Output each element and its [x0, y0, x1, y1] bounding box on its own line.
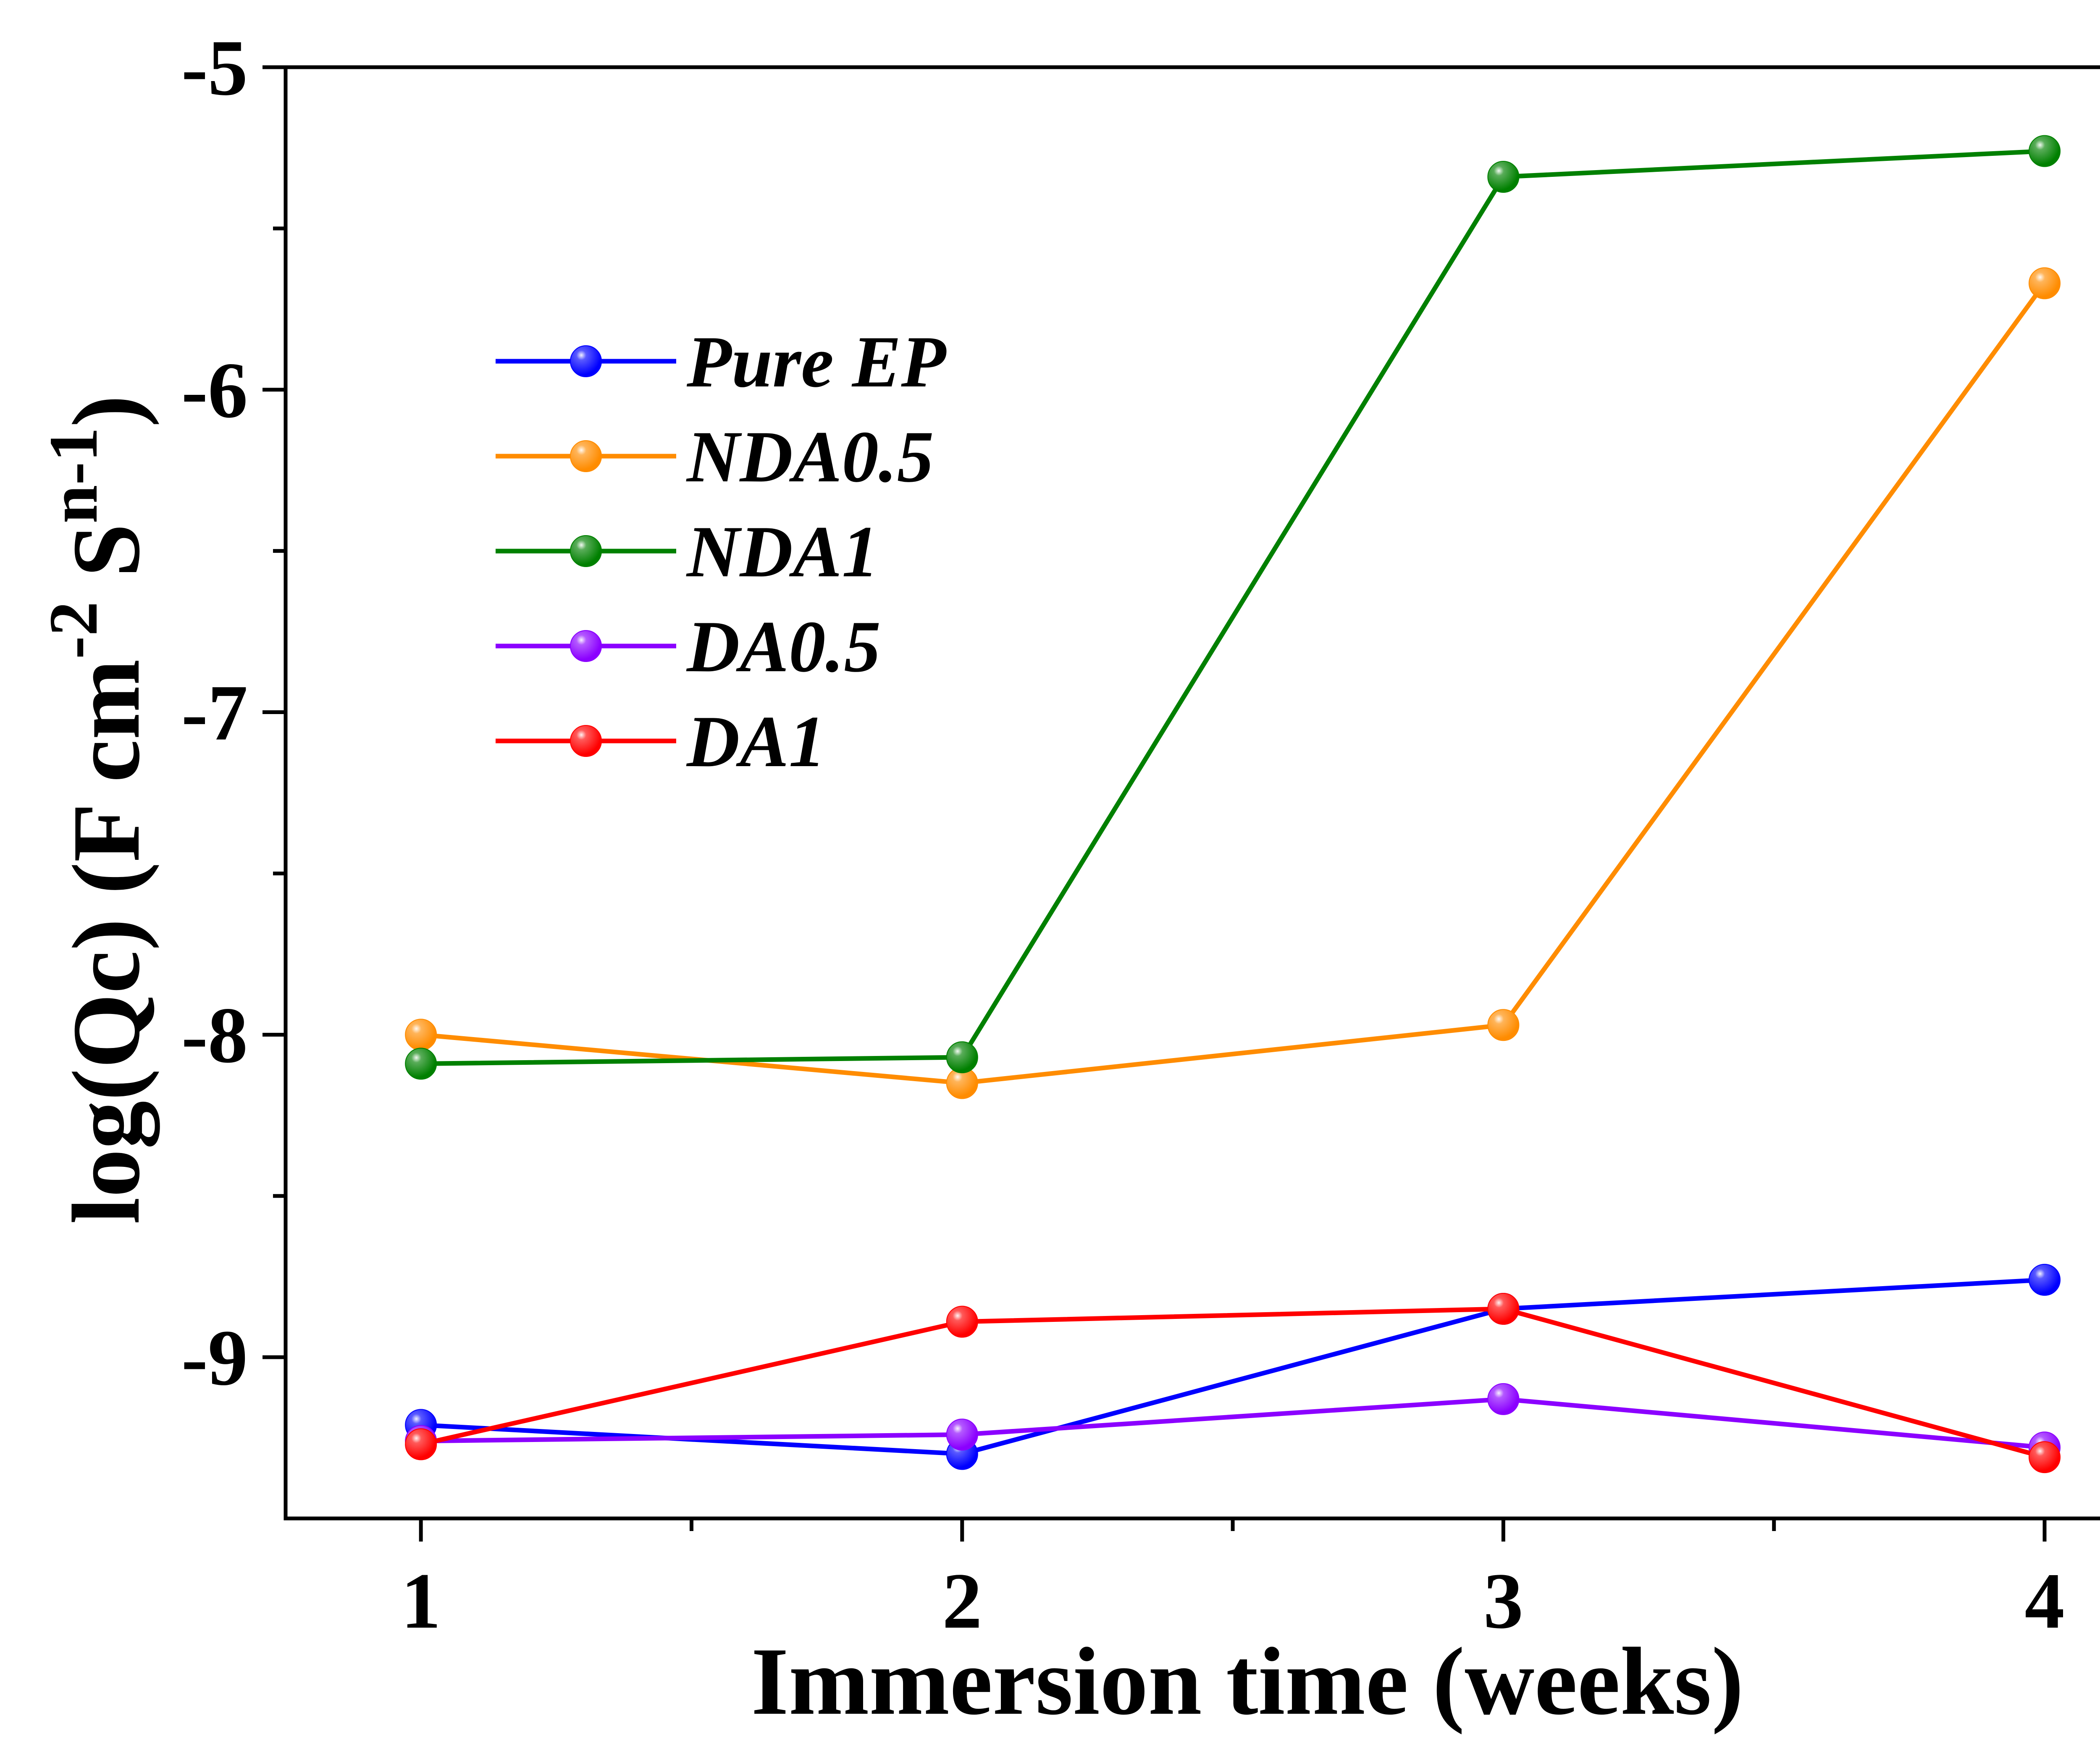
legend-entry: NDA0.5	[496, 416, 934, 497]
y-tick-label: -9	[181, 1314, 248, 1402]
data-point-s2-3	[2029, 135, 2061, 167]
data-point-s2-0-highlight	[406, 1048, 436, 1079]
legend-entry: DA0.5	[496, 606, 881, 687]
legend-swatch-marker	[570, 535, 602, 567]
series-line-2	[421, 149, 2045, 1066]
legend-label: DA0.5	[686, 606, 881, 687]
data-point-s3-2-highlight	[1488, 1384, 1519, 1414]
data-point-s4-1	[946, 1305, 978, 1338]
data-point-s2-1	[946, 1041, 978, 1074]
data-point-s4-2	[1487, 1292, 1520, 1325]
data-point-s1-2-highlight	[1488, 1010, 1519, 1040]
legend-label: NDA0.5	[686, 416, 934, 497]
legend-entry: NDA1	[496, 511, 879, 592]
legend-entry: Pure EP	[496, 321, 947, 402]
data-point-s2-1-highlight	[947, 1042, 977, 1073]
data-point-s4-2-highlight	[1488, 1293, 1519, 1324]
x-tick-label: 4	[2025, 1557, 2065, 1645]
legend-entry: DA1	[496, 701, 826, 782]
data-point-s1-3	[2029, 267, 2061, 299]
y-tick-label: -6	[181, 347, 248, 435]
legend-swatch-marker-highlight	[571, 346, 601, 376]
legend-swatch-marker-highlight	[571, 631, 601, 661]
data-point-s2-2	[1487, 161, 1520, 193]
data-point-s1-0-highlight	[406, 1019, 436, 1050]
data-point-s0-3	[2029, 1263, 2061, 1296]
data-point-s1-3-highlight	[2029, 268, 2060, 299]
x-axis-title: Immersion time (weeks)	[751, 1628, 1743, 1735]
x-tick-label: 1	[401, 1557, 441, 1645]
legend-swatch-marker	[570, 440, 602, 472]
y-tick-label: -7	[181, 669, 248, 757]
y-tick-label: -8	[181, 991, 248, 1079]
data-point-s3-1	[946, 1418, 978, 1451]
legend-label: NDA1	[686, 511, 879, 592]
data-point-s4-0-highlight	[406, 1429, 436, 1460]
legend-label: Pure EP	[686, 321, 947, 402]
data-point-s0-3-highlight	[2029, 1264, 2060, 1295]
series-line-4	[420, 1306, 2045, 1460]
legend-swatch-marker	[570, 630, 602, 662]
data-point-s4-1-highlight	[947, 1306, 977, 1337]
legend-label: DA1	[686, 701, 826, 782]
legend-swatch-marker-highlight	[571, 726, 601, 756]
data-point-s1-2	[1487, 1009, 1520, 1041]
data-point-s4-3-highlight	[2029, 1442, 2060, 1473]
data-point-s2-3-highlight	[2029, 136, 2060, 166]
data-point-s1-1	[946, 1067, 978, 1099]
x-tick-label: 3	[1483, 1557, 1523, 1645]
data-point-s3-1-highlight	[947, 1419, 977, 1450]
series-line-1	[420, 282, 2047, 1085]
legend-swatch-marker	[570, 725, 602, 757]
data-point-s4-0	[405, 1428, 437, 1460]
data-point-s1-0	[405, 1019, 437, 1051]
data-point-s1-1-highlight	[947, 1068, 977, 1098]
y-tick-label: -5	[181, 24, 248, 112]
plot-area-frame	[284, 65, 2100, 1521]
y-axis-title: log(Qc) (F cm-2 Sn-1)	[35, 395, 160, 1224]
data-point-s4-3	[2029, 1441, 2061, 1473]
x-tick-label: 2	[942, 1557, 982, 1645]
data-point-s2-0	[405, 1048, 437, 1080]
legend-swatch-marker-highlight	[571, 441, 601, 471]
data-point-s2-2-highlight	[1488, 162, 1519, 192]
series-line-3	[421, 1397, 2045, 1450]
legend-swatch-marker-highlight	[571, 536, 601, 566]
data-point-s3-2	[1487, 1383, 1520, 1415]
legend-swatch-marker	[570, 345, 602, 377]
